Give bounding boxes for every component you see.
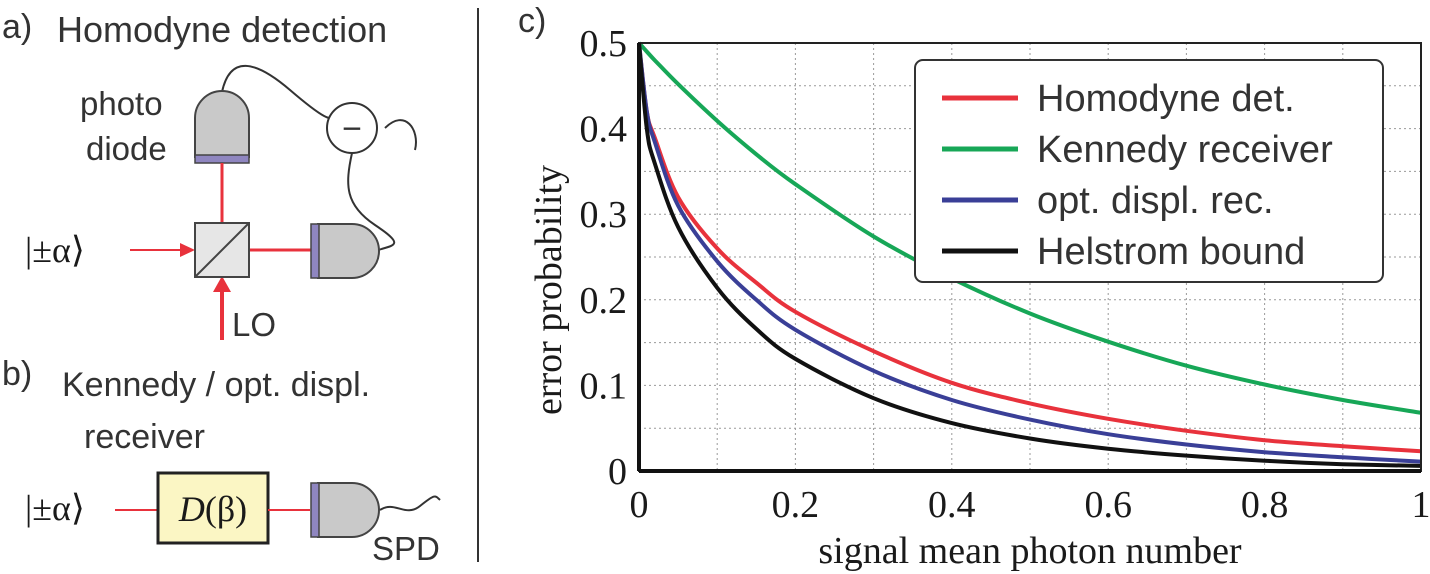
x-axis-label: signal mean photon number [818, 530, 1242, 572]
photodiode-label-2: diode [86, 130, 167, 167]
legend: Homodyne det. Kennedy receiver opt. displ.… [914, 59, 1384, 283]
lo-arrowhead [213, 276, 231, 292]
input-state-b: |±α⟩ [25, 488, 85, 528]
panel-b: b) Kennedy / opt. displ. receiver |±α⟩ D… [2, 355, 441, 567]
x-tick-label: 0.8 [1241, 484, 1289, 526]
displacement-argument: (β) [205, 489, 247, 529]
panel-b-title-1: Kennedy / opt. displ. [62, 366, 370, 404]
series-line-kennedy-receiver [637, 41, 1422, 415]
panel-a-title: Homodyne detection [57, 9, 387, 50]
chart-series [637, 41, 1422, 468]
photodiode-right-icon [317, 223, 380, 279]
signal-arrowhead [180, 243, 195, 257]
displacement-operator: D [178, 489, 205, 529]
legend-label-homodyne-det: Homodyne det. [1037, 78, 1295, 120]
input-state-a: |±α⟩ [25, 230, 85, 270]
legend-label-helstrom-bound: Helstrom bound [1037, 231, 1305, 273]
x-tick-label: 0.6 [1084, 484, 1132, 526]
x-tick-label: 0.4 [928, 484, 976, 526]
y-tick-label: 0 [608, 451, 627, 493]
y-tick-label: 0.1 [580, 365, 628, 407]
series-line-helstrom-bound [637, 42, 1422, 468]
displacement-label: D(β) [178, 489, 247, 529]
wire-right-detector [347, 152, 396, 251]
legend-box [914, 59, 1384, 283]
photodiode-top-icon [194, 90, 250, 158]
photodiode-top-window [194, 154, 250, 164]
spd-detector-window [310, 482, 320, 538]
y-tick-label: 0.4 [580, 109, 628, 151]
y-tick-label: 0.5 [580, 23, 628, 65]
photodiode-right-window [310, 223, 320, 279]
chart-ticks: 0 0.2 0.4 0.6 0.8 1 0 0.1 0.2 0.3 0.4 0.5 [580, 23, 1430, 526]
y-axis-label: error probability [528, 165, 570, 415]
series-line-opt-displ-rec [637, 42, 1422, 464]
panel-c: c) 0 0.2 0.4 0.6 0.8 1 0 0.1 0.2 0.3 0.4 0.5 signal… [518, 2, 1430, 572]
subtractor-icon [326, 102, 378, 154]
beam-splitter-diagonal [194, 222, 250, 278]
photodiode-label-1: photo [80, 85, 163, 122]
spd-wire [379, 495, 441, 512]
panel-c-label: c) [518, 2, 546, 40]
panel-a: a) Homodyne detection photo diode − |±α⟩… [2, 8, 417, 343]
wire-output [384, 119, 417, 151]
lo-label: LO [232, 306, 276, 343]
legend-label-kennedy-receiver: Kennedy receiver [1037, 129, 1333, 171]
spd-detector-icon [317, 482, 380, 538]
panel-b-title-2: receiver [84, 418, 205, 456]
legend-items: Homodyne det. Kennedy receiver opt. displ.… [942, 78, 1333, 273]
panel-a-label: a) [2, 8, 32, 46]
panel-b-label: b) [2, 355, 32, 393]
y-tick-label: 0.2 [580, 280, 628, 322]
legend-label-opt-displ-rec: opt. displ. rec. [1037, 180, 1274, 222]
y-tick-label: 0.3 [580, 194, 628, 236]
subtractor-symbol: − [342, 110, 362, 148]
x-tick-label: 0.2 [772, 484, 820, 526]
x-tick-label: 1 [1412, 484, 1430, 526]
displacement-box [156, 471, 270, 545]
spd-label: SPD [372, 530, 440, 567]
x-tick-label: 0 [630, 484, 649, 526]
